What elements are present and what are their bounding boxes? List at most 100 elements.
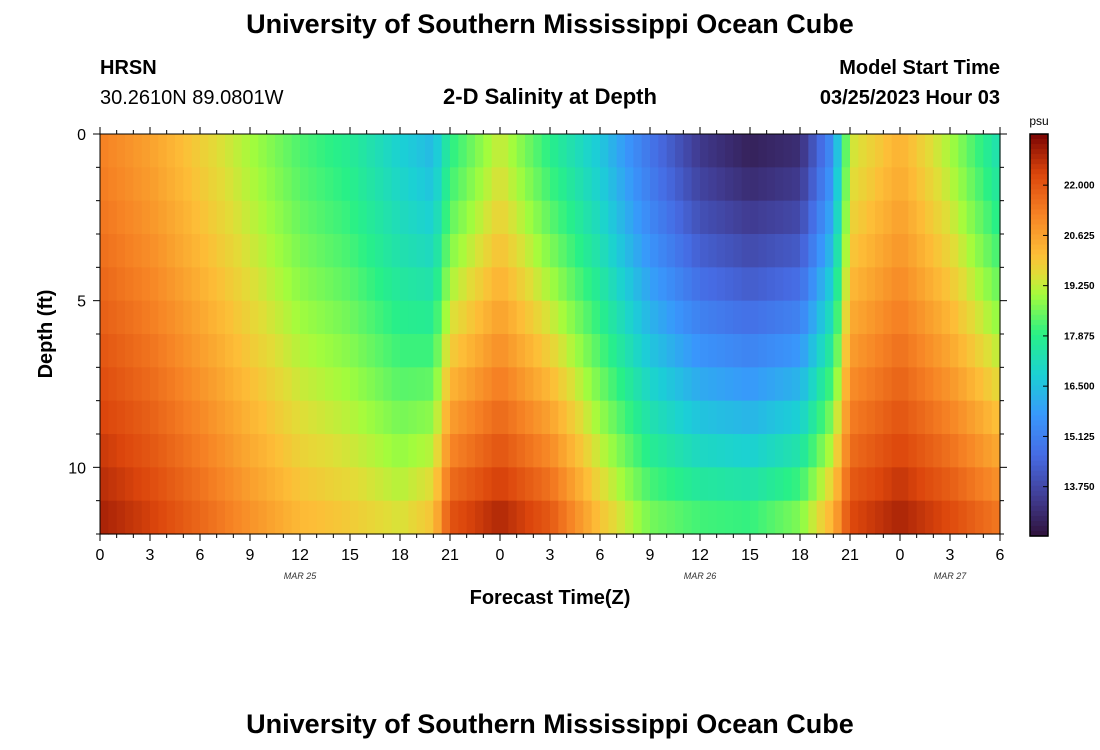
heatmap-cell xyxy=(908,300,918,335)
heatmap-cell xyxy=(625,134,634,168)
heatmap-cell xyxy=(291,200,301,235)
heatmap-cell xyxy=(483,400,493,435)
heatmap-cell xyxy=(391,467,401,502)
heatmap-cell xyxy=(858,267,868,302)
heatmap-cell xyxy=(800,167,809,202)
heatmap-cell xyxy=(758,234,768,268)
heatmap-cell xyxy=(666,334,676,368)
heatmap-cell xyxy=(166,434,176,468)
heatmap-cell xyxy=(958,500,968,535)
x-tick-label: 15 xyxy=(741,547,759,564)
colorbar-segment xyxy=(1030,214,1048,221)
heatmap-cell xyxy=(408,467,418,502)
salinity-heatmap-chart: 0 3 6 9 12 15 18 21 0 3 6 9 12 15 18 21 0 3 6 MAR 25 MAR 26 M… xyxy=(35,114,1095,609)
heatmap-cell xyxy=(458,334,468,368)
x-tick-label: 9 xyxy=(246,547,255,564)
heatmap-cell xyxy=(158,500,168,535)
heatmap-cell xyxy=(433,167,443,202)
heatmap-cell xyxy=(433,200,443,235)
heatmap-cell xyxy=(783,267,793,302)
heatmap-cell xyxy=(875,267,884,302)
heatmap-cell xyxy=(916,367,926,402)
colorbar-segment xyxy=(1030,259,1048,266)
heatmap-cell xyxy=(641,334,651,368)
heatmap-cell xyxy=(683,300,693,335)
heatmap-cell xyxy=(725,200,734,235)
heatmap-cell xyxy=(216,167,226,202)
heatmap-cell xyxy=(641,467,651,502)
heatmap-cell xyxy=(500,267,509,302)
heatmap-cell xyxy=(108,500,118,535)
heatmap-cell xyxy=(358,167,368,202)
heatmap-cell xyxy=(300,200,309,235)
heatmap-cell xyxy=(341,367,351,402)
heatmap-cell xyxy=(275,367,284,402)
heatmap-cell xyxy=(225,134,234,168)
heatmap-cell xyxy=(700,300,709,335)
heatmap-cell xyxy=(591,200,601,235)
heatmap-cell xyxy=(816,334,826,368)
heatmap-cell xyxy=(650,167,659,202)
heatmap-cell xyxy=(350,400,359,435)
heatmap-cell xyxy=(958,367,968,402)
heatmap-cell xyxy=(475,167,484,202)
heatmap-cell xyxy=(875,167,884,202)
heatmap-cell xyxy=(616,234,626,268)
heatmap-cell xyxy=(516,300,526,335)
heatmap-cell xyxy=(375,467,384,502)
heatmap-cell xyxy=(908,167,918,202)
heatmap-cell xyxy=(600,200,609,235)
heatmap-cell xyxy=(700,134,709,168)
heatmap-cell xyxy=(408,167,418,202)
heatmap-cell xyxy=(841,200,851,235)
colorbar-segment xyxy=(1030,490,1048,497)
heatmap-cell xyxy=(850,300,859,335)
heatmap-cell xyxy=(275,167,284,202)
heatmap-cell xyxy=(583,200,593,235)
heatmap-cell xyxy=(300,467,309,502)
heatmap-cell xyxy=(308,134,318,168)
heatmap-cell xyxy=(725,300,734,335)
heatmap-cell xyxy=(266,234,276,268)
heatmap-cell xyxy=(275,300,284,335)
heatmap-cell xyxy=(700,234,709,268)
heatmap-cell xyxy=(891,334,901,368)
heatmap-cell xyxy=(433,134,443,168)
heatmap-cell xyxy=(400,134,409,168)
heatmap-cell xyxy=(433,234,443,268)
heatmap-cell xyxy=(558,300,568,335)
heatmap-cell xyxy=(966,434,976,468)
heatmap-cell xyxy=(466,367,476,402)
heatmap-cell xyxy=(175,400,184,435)
heatmap-cell xyxy=(841,167,851,202)
heatmap-cell xyxy=(791,134,801,168)
heatmap-cell xyxy=(808,300,818,335)
heatmap-cell xyxy=(625,267,634,302)
heatmap-cell xyxy=(950,234,959,268)
heatmap-cell xyxy=(833,300,843,335)
heatmap-cell xyxy=(433,500,443,535)
heatmap-cell xyxy=(816,134,826,168)
heatmap-cell xyxy=(616,400,626,435)
heatmap-cell xyxy=(233,400,243,435)
heatmap-cell xyxy=(200,134,209,168)
heatmap-cell xyxy=(675,167,684,202)
heatmap-cell xyxy=(758,167,768,202)
heatmap-cell xyxy=(875,400,884,435)
heatmap-cell xyxy=(425,434,434,468)
heatmap-cell xyxy=(875,467,884,502)
heatmap-cell xyxy=(925,300,934,335)
heatmap-cell xyxy=(875,500,884,535)
heatmap-cell xyxy=(608,367,618,402)
heatmap-cell xyxy=(725,234,734,268)
heatmap-cell xyxy=(308,500,318,535)
heatmap-cell xyxy=(925,400,934,435)
heatmap-cell xyxy=(900,500,909,535)
heatmap-cell xyxy=(841,400,851,435)
heatmap-cell xyxy=(816,467,826,502)
heatmap-cell xyxy=(150,400,159,435)
heatmap-cell xyxy=(641,234,651,268)
heatmap-cell xyxy=(383,200,393,235)
heatmap-cell xyxy=(791,234,801,268)
heatmap-cell xyxy=(741,334,751,368)
